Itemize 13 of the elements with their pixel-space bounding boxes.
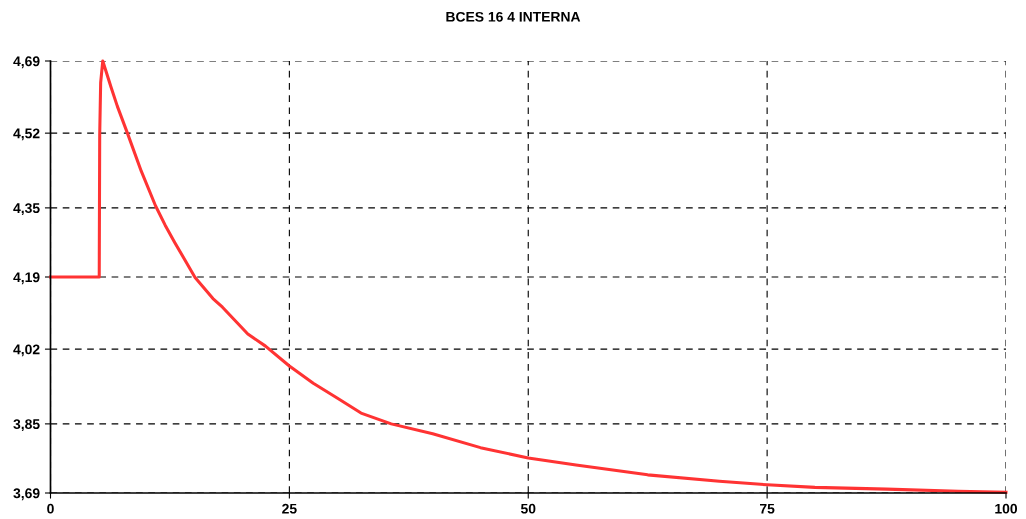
y-tick-label: 4,19: [13, 272, 40, 285]
chart-title: BCES 16 4 INTERNA: [446, 11, 581, 22]
y-tick-label: 3,85: [13, 419, 40, 432]
y-tick-label: 3,69: [13, 488, 40, 501]
x-tick-label: 25: [282, 503, 297, 514]
y-tick-label: 4,35: [13, 203, 40, 216]
x-tick-label: 50: [520, 503, 536, 514]
y-tick-label: 4,69: [13, 56, 40, 69]
y-tick-label: 4,52: [13, 128, 40, 141]
y-tick-label: 4,02: [13, 344, 40, 357]
x-tick-label: 0: [47, 503, 54, 514]
x-tick-label: 100: [995, 503, 1018, 514]
x-tick-label: 75: [760, 503, 775, 514]
